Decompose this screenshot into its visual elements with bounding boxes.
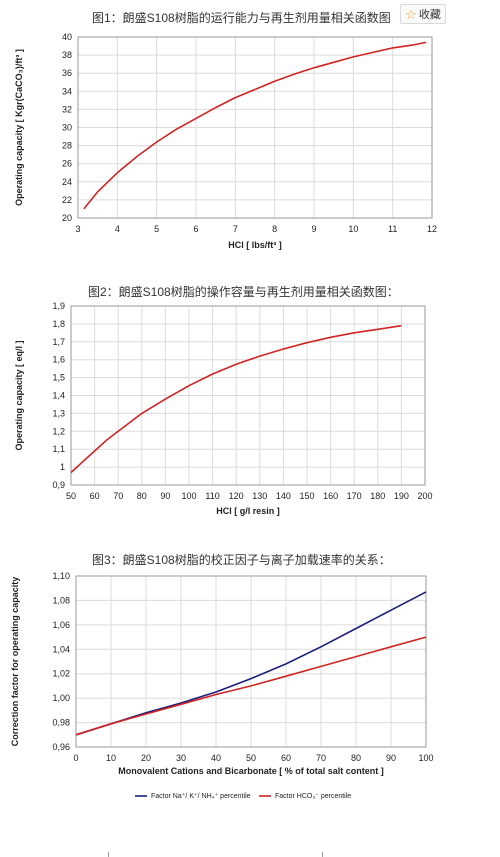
x-tick-label: 10 (106, 753, 116, 763)
y-tick-label: 0,9 (52, 480, 65, 490)
favorite-label: 收藏 (418, 9, 441, 21)
y-tick-label: 1,2 (52, 426, 65, 436)
x-axis-label: HCl [ g/l resin ] (216, 506, 280, 516)
chart2-title: 图2：朗盛S108树脂的操作容量与再生剂用量相关函数图： (88, 285, 399, 299)
y-tick-label: 1,5 (52, 373, 65, 383)
x-tick-label: 11 (388, 224, 397, 234)
x-tick-label: 3 (75, 224, 80, 234)
x-tick-label: 8 (272, 224, 277, 234)
series-line-1 (70, 324, 402, 474)
y-tick-label: 1,8 (52, 319, 65, 329)
plot-frame (75, 575, 427, 748)
series-line-1 (83, 41, 427, 210)
x-tick-label: 160 (323, 491, 338, 501)
y-tick-label: 1,00 (52, 693, 70, 703)
x-tick-label: 70 (113, 491, 123, 501)
star-icon: ☆ (405, 6, 417, 22)
y-tick-label: 28 (62, 141, 72, 151)
x-tick-label: 150 (299, 491, 314, 501)
x-axis-label: HCl [ lbs/ft³ ] (228, 240, 282, 250)
chart3: 0 10 20 30 40 50 60 70 80 90 100 0,96 0,98 1,00 1,02 1,… (10, 571, 434, 800)
x-tick-label: 50 (66, 491, 76, 501)
x-tick-label: 7 (233, 224, 238, 234)
y-tick-label: 1,7 (52, 337, 65, 347)
y-tick-label: 20 (62, 213, 72, 223)
y-tick-label: 40 (62, 32, 72, 42)
y-tick-label: 1,10 (52, 571, 70, 581)
x-tick-label: 180 (370, 491, 385, 501)
y-tick-label: 1,6 (52, 355, 65, 365)
x-tick-label: 5 (154, 224, 159, 234)
series-line-2 (75, 636, 427, 736)
x-tick-label: 170 (347, 491, 362, 501)
y-tick-label: 24 (62, 177, 72, 187)
y-tick-label: 1,08 (52, 595, 70, 605)
y-tick-label: 1,4 (52, 391, 65, 401)
bottom-edge-mark-right (322, 852, 323, 857)
x-tick-label: 90 (386, 753, 396, 763)
x-tick-label: 200 (417, 491, 432, 501)
y-tick-label: 32 (62, 104, 72, 114)
x-tick-label: 120 (229, 491, 244, 501)
y-tick-label: 1,06 (52, 620, 70, 630)
legend-label-2: Factor HCO₃⁻ percentile (275, 793, 351, 800)
x-tick-label: 80 (351, 753, 361, 763)
y-tick-label: 22 (62, 195, 72, 205)
chart3-title: 图3：朗盛S108树脂的校正因子与离子加载速率的关系： (92, 553, 391, 567)
x-tick-label: 20 (141, 753, 151, 763)
x-tick-label: 60 (90, 491, 100, 501)
y-axis-label: Operating capacity [ eq/l ] (14, 340, 24, 450)
y-tick-label: 30 (62, 123, 72, 133)
x-tick-label: 0 (73, 753, 78, 763)
favorite-button[interactable]: ☆ 收藏 (400, 4, 446, 24)
x-tick-label: 100 (418, 753, 433, 763)
chart2: 50 60 70 80 90 100 110 120 130 140 150 160 170 180 190… (14, 301, 433, 516)
y-tick-label: 34 (62, 86, 72, 96)
x-tick-label: 6 (193, 224, 198, 234)
x-tick-label: 10 (348, 224, 358, 234)
y-axis-label: Correction factor for operating capacity (10, 577, 20, 747)
plot-frame (77, 36, 433, 219)
x-tick-label: 130 (252, 491, 267, 501)
x-tick-label: 30 (176, 753, 186, 763)
x-tick-label: 110 (205, 491, 219, 501)
legend-label-1: Factor Na⁺/ K⁺/ NH₄⁺ percentile (151, 792, 251, 800)
y-tick-label: 38 (62, 50, 72, 60)
x-tick-label: 60 (281, 753, 291, 763)
x-tick-label: 100 (181, 491, 196, 501)
y-tick-label: 26 (62, 159, 72, 169)
y-tick-label: 1 (60, 462, 65, 472)
x-tick-label: 90 (160, 491, 170, 501)
x-tick-label: 4 (115, 224, 120, 234)
x-tick-label: 80 (137, 491, 147, 501)
x-tick-label: 40 (211, 753, 221, 763)
y-tick-label: 36 (62, 68, 72, 78)
x-tick-label: 50 (246, 753, 256, 763)
plot-frame (70, 305, 426, 486)
y-tick-label: 1,04 (52, 644, 70, 654)
y-tick-label: 1,1 (52, 444, 65, 454)
y-axis-label: Operating capacity [ Kgr(CaCO₃)/ft³ ] (14, 49, 24, 206)
y-tick-label: 1,02 (52, 669, 70, 679)
chart1-title: 图1：朗盛S108树脂的运行能力与再生剂用量相关函数图 (92, 11, 391, 25)
y-tick-label: 1,9 (52, 301, 65, 311)
x-tick-label: 70 (316, 753, 326, 763)
bottom-edge-mark-left (108, 852, 109, 857)
x-tick-label: 140 (276, 491, 291, 501)
y-tick-label: 0,98 (52, 718, 70, 728)
x-tick-label: 9 (311, 224, 316, 234)
x-axis-label: Monovalent Cations and Bicarbonate [ % o… (118, 766, 384, 776)
x-tick-label: 190 (394, 491, 409, 501)
y-tick-label: 1,3 (52, 408, 65, 418)
x-tick-label: 12 (427, 224, 437, 234)
y-tick-label: 0,96 (52, 742, 70, 752)
